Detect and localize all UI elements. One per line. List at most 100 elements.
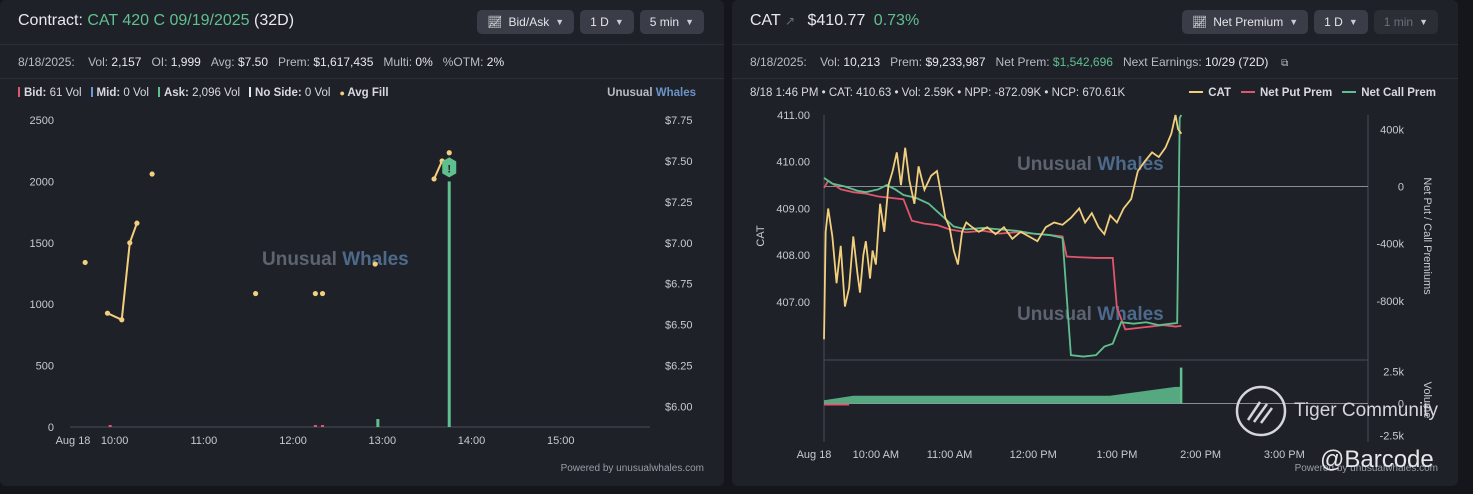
watermark-part-a: Unusual (262, 249, 337, 270)
chevron-down-icon: ▼ (1348, 17, 1358, 27)
y-tick-price: $7.75 (665, 115, 693, 127)
contract-title-prefix: Contract: (18, 12, 83, 29)
stat-value: 10,213 (843, 55, 881, 69)
timeframe-dropdown[interactable]: 1 D ▼ (580, 10, 634, 34)
volume-bar (313, 425, 317, 427)
net-premium-chart[interactable]: 407.00 408.00 409.00 410.00 411.00 -800k -400k… (732, 0, 1458, 486)
x-tick: 3:00 PM (1264, 449, 1305, 461)
stat-value: $1,542,696 (1052, 55, 1113, 69)
y-tick-volume: 1000 (30, 299, 54, 311)
external-link-icon[interactable]: ↗ (784, 14, 796, 28)
ticker-symbol[interactable]: CAT (750, 12, 781, 29)
stat-label: Prem: (278, 55, 314, 69)
stat-value: 10/29 (72D) (1205, 55, 1269, 69)
watermark-part-a: Unusual (1017, 154, 1092, 175)
tiger-logo-icon (1235, 385, 1287, 437)
stat-label: Net Prem: (995, 55, 1053, 69)
net-premium-dropdown[interactable]: 📈︎ Net Premium ▼ (1181, 10, 1309, 34)
legend-swatch (18, 87, 20, 97)
stat-label: Prem: (890, 55, 926, 69)
timeframe-dropdown[interactable]: 1 D ▼ (1314, 10, 1368, 34)
bid-ask-label: Bid/Ask (508, 15, 550, 29)
powered-by-link[interactable]: Powered by unusualwhales.com (1294, 463, 1438, 474)
stock-price: $410.77 (807, 12, 866, 29)
stat-value: 2% (486, 55, 505, 69)
left-controls: 📈︎ Bid/Ask ▼ 1 D ▼ 5 min ▼ (477, 10, 704, 34)
legend-label: Net Put Prem (1260, 87, 1333, 99)
y-tick-volume: 500 (36, 361, 54, 373)
x-tick: 1:00 PM (1096, 449, 1137, 461)
x-tick: 13:00 (369, 435, 397, 447)
barcode-handle: @Barcode (1320, 446, 1434, 473)
y-tick-price: 409.00 (776, 203, 810, 215)
legend-label: Avg Fill (347, 87, 389, 99)
stat-item: Avg: $7.50 (211, 55, 268, 69)
stat-value: 2,157 (111, 55, 142, 69)
y-axis-label-cat: CAT (755, 225, 767, 246)
interval-dropdown[interactable]: 5 min ▼ (639, 10, 704, 34)
legend-item: No Side: 0 Vol (249, 87, 330, 99)
avg-fill-point (319, 290, 326, 297)
avg-fill-point (119, 317, 125, 323)
legend-swatch (249, 87, 252, 97)
premium-legend: CAT Net Put Prem Net Call Prem (1179, 87, 1436, 99)
contract-stats-bar: 8/18/2025: Vol: 2,157 OI: 1,999 Avg: $7.50… (0, 44, 724, 79)
stat-value: $7.50 (237, 55, 268, 69)
stat-label: %OTM: (442, 55, 487, 69)
stat-item: Next Earnings: 10/29 (72D) (1123, 55, 1268, 69)
chart-type-icon: 📈︎ (487, 15, 503, 29)
stat-value: $9,233,987 (925, 55, 986, 69)
y-tick-premium: -800k (1376, 296, 1404, 308)
y-tick-price: $7.50 (665, 156, 693, 168)
x-tick: 12:00 (279, 435, 307, 447)
legend-swatch (90, 87, 93, 97)
stat-item: 8/18/2025: (18, 55, 78, 69)
legend-label: Mid: (96, 87, 124, 99)
stat-item: Net Prem: $1,542,696 (996, 55, 1113, 69)
volume-bar (321, 425, 325, 427)
bid-ask-volume-chart[interactable]: 0 500 1000 1500 2000 2500 $6.00 $6.25 $6.50 $6.75… (0, 0, 724, 486)
avg-fill-point (431, 176, 437, 182)
y-tick-price: $7.25 (665, 197, 693, 209)
x-tick: 12:00 PM (1010, 449, 1057, 461)
stat-item: Vol: 2,157 (88, 55, 141, 69)
stat-label: Multi: (383, 55, 416, 69)
y-tick-volume: 0 (48, 422, 54, 434)
brand-label: Unusual Whales (607, 87, 696, 99)
stat-label: Vol: (88, 55, 112, 69)
interval-dropdown[interactable]: 1 min ▼ (1373, 10, 1438, 34)
stat-item: Prem: $1,617,435 (278, 55, 373, 69)
stat-label: 8/18/2025: (750, 55, 811, 69)
x-tick: Aug 18 (56, 435, 91, 447)
legend-value: 61 Vol (49, 87, 82, 99)
avg-fill-point (446, 150, 452, 156)
legend-label: CAT (1208, 87, 1231, 99)
volume-bar (376, 419, 380, 427)
x-tick: 2:00 PM (1180, 449, 1221, 461)
y-tick-volume: 2500 (30, 115, 54, 127)
bid-ask-dropdown[interactable]: 📈︎ Bid/Ask ▼ (477, 10, 575, 34)
avg-fill-point (312, 290, 318, 297)
legend-label: Bid: (24, 87, 50, 99)
chevron-down-icon: ▼ (614, 17, 624, 27)
y-tick-volume: -2.5k (1380, 431, 1405, 443)
y-tick-price: $6.00 (665, 402, 693, 414)
volume-spike-bar (1179, 367, 1183, 404)
stat-label: Vol: (820, 55, 844, 69)
avg-fill-point (82, 259, 88, 266)
legend-item: ● Avg Fill (339, 87, 388, 99)
tiger-community-text: Tiger Community (1294, 400, 1438, 421)
legend-dot: ● (339, 88, 348, 98)
bid-ask-legend: Bid: 61 Vol Mid: 0 Vol Ask: 2,096 Vol No Si… (18, 87, 398, 99)
contract-symbol[interactable]: CAT 420 C 09/19/2025 (87, 12, 250, 29)
legend-item: Ask: 2,096 Vol (157, 87, 240, 99)
trade-marker-label: ! (447, 163, 451, 175)
powered-by-link[interactable]: Powered by unusualwhales.com (560, 463, 704, 474)
contract-title: Contract: CAT 420 C 09/19/2025 (32D) (18, 12, 294, 30)
tiger-community-watermark (1234, 384, 1288, 443)
x-tick: 14:00 (458, 435, 486, 447)
legend-value: 0 Vol (304, 87, 331, 99)
watermark-part-a: Unusual (1017, 304, 1092, 325)
stat-label: 8/18/2025: (18, 55, 79, 69)
cat-price-line (823, 114, 1183, 340)
